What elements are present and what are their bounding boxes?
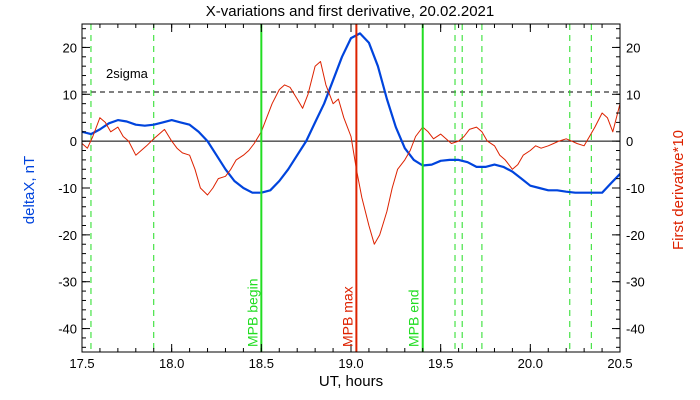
y-tick-label-right: -10: [626, 181, 645, 196]
y-tick-label-left: -20: [58, 228, 77, 243]
y-tick-label-left: 0: [70, 134, 77, 149]
y-tick-label-right: -40: [626, 322, 645, 337]
marker-label: MPB max: [339, 286, 355, 347]
y-tick-label-right: 10: [626, 87, 640, 102]
x-tick-label: 20.0: [518, 356, 543, 371]
y-tick-label-right: 20: [626, 40, 640, 55]
y-tick-label-left: 10: [63, 87, 77, 102]
y-tick-label-left: -30: [58, 275, 77, 290]
x-tick-label: 19.5: [428, 356, 453, 371]
y-tick-label-right: -20: [626, 228, 645, 243]
x-tick-label: 17.5: [69, 356, 94, 371]
y-axis-label-left: deltaX, nT: [21, 156, 38, 224]
chart-title: X-variations and first derivative, 20.02…: [206, 3, 495, 20]
y-tick-label-left: -40: [58, 322, 77, 337]
y-axis-label-right: First derivative*10: [670, 130, 687, 250]
marker-label: MPB begin: [244, 279, 260, 347]
marker-label: MPB end: [406, 289, 422, 347]
y-tick-label-left: 20: [63, 40, 77, 55]
series-line-deltaX: [82, 32, 620, 194]
x-tick-label: 18.5: [249, 356, 274, 371]
y-tick-label-right: 0: [626, 134, 633, 149]
x-axis-label: UT, hours: [319, 373, 383, 390]
x-tick-label: 20.5: [607, 356, 632, 371]
y-tick-label-left: -10: [58, 181, 77, 196]
y-tick-label-right: -30: [626, 275, 645, 290]
x-tick-label: 19.0: [338, 356, 363, 371]
x-tick-label: 18.0: [159, 356, 184, 371]
series-line-derivative: [82, 61, 620, 245]
sigma-label: 2sigma: [106, 66, 149, 81]
